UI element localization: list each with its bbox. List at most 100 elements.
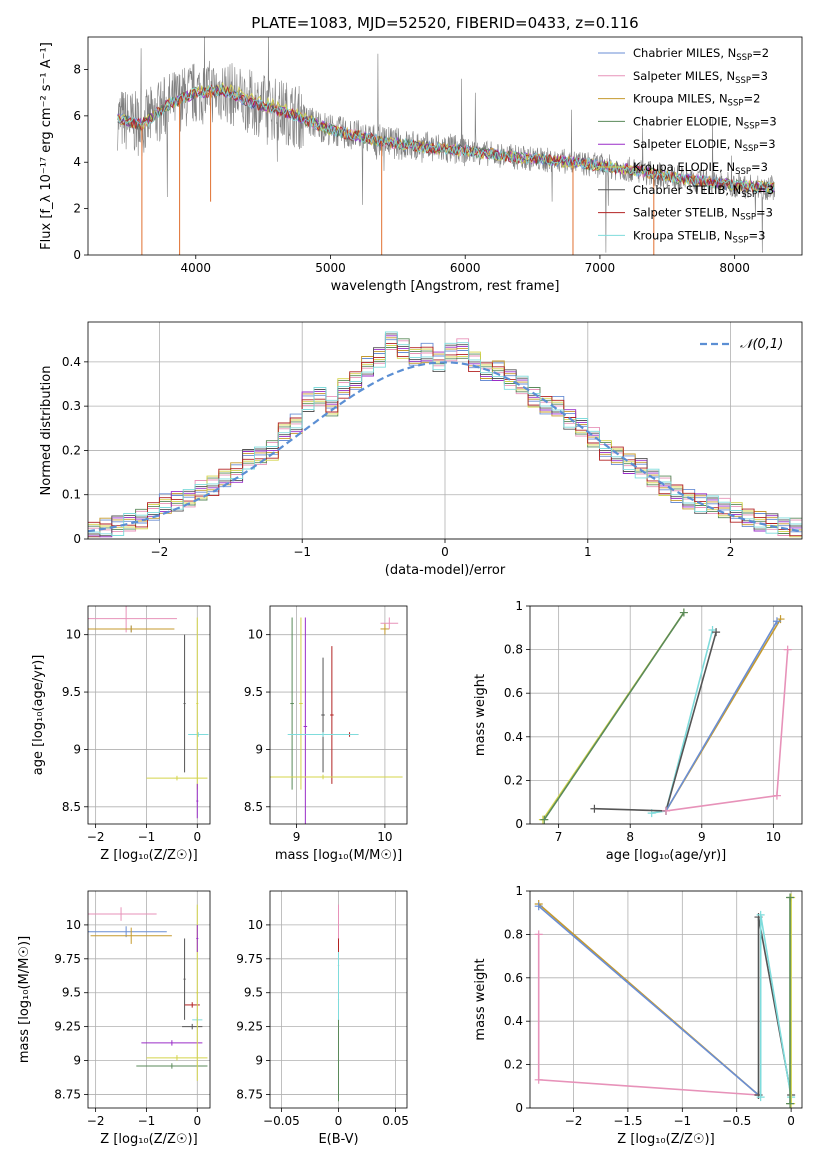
y-tick-label: 4 xyxy=(73,155,81,169)
mass-weight-marker xyxy=(786,893,795,902)
y-tick-label: 6 xyxy=(73,109,81,123)
legend-entry: Kroupa ELODIE, NSSP=3 xyxy=(633,160,768,177)
y-tick-label: 9.5 xyxy=(62,685,81,699)
mass-weight-marker xyxy=(534,1075,543,1084)
x-tick-label: −1.5 xyxy=(613,1114,642,1128)
legend-entry-subscript: SSP xyxy=(728,99,744,109)
x-axis-label: Z [log₁₀(Z/Z☉)] xyxy=(100,848,197,863)
observed-spectrum-line xyxy=(117,37,776,253)
legend-entry-tail: =3 xyxy=(757,183,774,197)
y-tick-label: 9.5 xyxy=(244,685,263,699)
plot-area xyxy=(88,606,209,819)
legend-entry-base: Kroupa STELIB, N xyxy=(633,228,733,242)
y-axis-label: age [log₁₀(age/yr)] xyxy=(31,655,46,776)
legend-entry: Kroupa STELIB, NSSP=3 xyxy=(633,228,765,245)
x-tick-label: −0.05 xyxy=(263,1114,300,1128)
x-tick-label: 10 xyxy=(766,830,781,844)
mass-weight-marker xyxy=(783,645,792,654)
model-spectrum-line xyxy=(117,83,775,194)
legend-entry-tail: =3 xyxy=(751,160,768,174)
y-tick-label: 9 xyxy=(73,1054,81,1068)
legend-entry-subscript: SSP xyxy=(740,213,756,223)
legend-entry-base: Chabrier ELODIE, N xyxy=(633,114,744,128)
y-tick-label: 2 xyxy=(73,202,81,216)
panel-spectrum: 4000 5000 6000 7000 8000 0 2 4 6 8 wavelength [Ang… xyxy=(39,36,803,294)
legend-entry-tail: =3 xyxy=(760,114,777,128)
plot-area xyxy=(538,608,792,824)
panel-mass-weight-vs-age: 7 8 9 10 0 0.2 0.4 0.6 0.8 1 age [log₁₀(age/yr)] ma… xyxy=(473,599,803,863)
x-tick-label: 0.05 xyxy=(382,1114,409,1128)
plot-area xyxy=(88,331,802,538)
y-tick-label: 8.5 xyxy=(62,800,81,814)
figure-title: PLATE=1083, MJD=52520, FIBERID=0433, z=0… xyxy=(251,14,638,32)
y-tick-label: 0.2 xyxy=(504,1058,523,1072)
legend-entry-tail: =3 xyxy=(751,69,768,83)
panel-age-vs-mass: 9 10 8.5 9 9.5 10 mass [log₁₀(M/M☉)] xyxy=(244,605,408,863)
y-tick-label: 0.8 xyxy=(504,643,523,657)
panel-residuals: −2 −1 0 1 2 0 0.1 0.2 0.3 0.4 (data-model)/error No… xyxy=(39,321,803,578)
legend-entry: Chabrier ELODIE, NSSP=3 xyxy=(633,114,777,131)
x-tick-label: 0 xyxy=(193,1114,201,1128)
y-tick-label: 0.6 xyxy=(504,686,523,700)
mass-weight-marker xyxy=(772,791,781,800)
axes-frame xyxy=(87,321,803,540)
mass-weight-marker xyxy=(540,815,549,824)
mass-weight-marker xyxy=(786,1099,795,1108)
y-axis-label: mass weight xyxy=(473,674,488,756)
legend-entry: Salpeter ELODIE, NSSP=3 xyxy=(633,137,776,154)
axes-frame xyxy=(269,890,408,1109)
y-tick-label: 0.8 xyxy=(504,927,523,941)
axes-frame xyxy=(87,36,803,256)
mass-weight-line xyxy=(665,649,789,812)
axes-frame xyxy=(87,605,211,825)
legend-entry-base: Salpeter STELIB, N xyxy=(633,206,740,220)
y-axis-label: Flux [f_λ 10⁻¹⁷ erg cm⁻² s⁻¹ A⁻¹] xyxy=(39,42,54,250)
legend-entry: Chabrier STELIB, NSSP=3 xyxy=(633,183,774,200)
legend-entry-tail: =3 xyxy=(756,206,773,220)
residual-histogram-step xyxy=(88,331,802,536)
y-tick-label: 9.25 xyxy=(54,1020,81,1034)
legend-entry-base: Chabrier STELIB, N xyxy=(633,183,741,197)
x-axis-label: age [log₁₀(age/yr)] xyxy=(606,848,727,863)
y-tick-label: 0.6 xyxy=(504,971,523,985)
y-tick-label: 0 xyxy=(73,532,81,546)
legend-entry: Salpeter MILES, NSSP=3 xyxy=(633,69,768,86)
mass-weight-line xyxy=(543,612,685,821)
y-tick-label: 0.4 xyxy=(62,355,81,369)
axes-frame xyxy=(529,605,803,825)
axes-frame xyxy=(87,890,211,1109)
mass-weight-marker xyxy=(534,902,543,911)
y-tick-label: 10 xyxy=(66,628,81,642)
mass-weight-line xyxy=(651,629,714,814)
x-tick-label: 8 xyxy=(626,830,634,844)
x-tick-label: 8000 xyxy=(719,261,750,275)
x-tick-label: −1 xyxy=(293,545,311,559)
x-tick-label: −2 xyxy=(151,545,169,559)
y-axis-label: mass [log₁₀(M/M☉)] xyxy=(17,936,32,1063)
x-axis-label: Z [log₁₀(Z/Z☉)] xyxy=(100,1132,197,1147)
mass-weight-line xyxy=(594,631,717,812)
y-tick-label: 9 xyxy=(255,1054,263,1068)
legend-entry: Kroupa MILES, NSSP=2 xyxy=(633,92,760,109)
y-tick-label: 1 xyxy=(515,884,523,898)
legend-entry-subscript: SSP xyxy=(744,121,760,131)
legend-entry-subscript: SSP xyxy=(736,53,752,63)
y-tick-label: 0.3 xyxy=(62,399,81,413)
legend-entry: Salpeter STELIB, NSSP=3 xyxy=(633,206,773,223)
x-tick-label: −0.5 xyxy=(722,1114,751,1128)
x-tick-label: −2 xyxy=(565,1114,583,1128)
x-tick-label: 0 xyxy=(441,545,449,559)
y-tick-label: 9.5 xyxy=(62,986,81,1000)
x-tick-label: 10 xyxy=(377,830,392,844)
y-tick-label: 8.75 xyxy=(236,1087,263,1101)
panel-age-vs-Z: −2 −1 0 8.5 9 9.5 10 Z [log₁₀(Z/Z☉)] age [log₁₀(… xyxy=(31,605,211,863)
y-tick-label: 9 xyxy=(73,742,81,756)
y-tick-label: 0.2 xyxy=(62,443,81,457)
mass-weight-marker xyxy=(679,608,688,617)
x-tick-label: −2 xyxy=(87,830,105,844)
plot-area xyxy=(270,617,403,824)
mass-weight-marker xyxy=(772,617,781,626)
y-axis-label: mass weight xyxy=(473,958,488,1040)
plot-area xyxy=(534,893,796,1108)
